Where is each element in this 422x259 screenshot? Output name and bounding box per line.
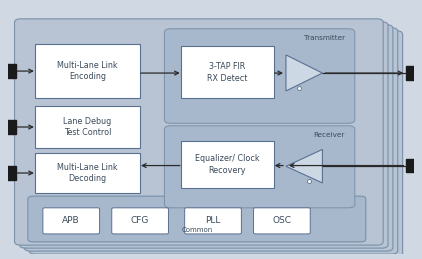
- Polygon shape: [286, 55, 322, 91]
- Text: APB: APB: [62, 216, 80, 225]
- FancyBboxPatch shape: [24, 25, 393, 251]
- FancyBboxPatch shape: [14, 19, 383, 245]
- FancyBboxPatch shape: [19, 22, 388, 248]
- Text: Equalizer/ Clock
Recovery: Equalizer/ Clock Recovery: [195, 154, 260, 175]
- FancyBboxPatch shape: [28, 196, 366, 242]
- Text: Multi-Lane Link
Decoding: Multi-Lane Link Decoding: [57, 163, 118, 183]
- FancyBboxPatch shape: [34, 31, 403, 257]
- Text: Transmitter: Transmitter: [303, 35, 345, 41]
- FancyBboxPatch shape: [29, 28, 398, 254]
- Polygon shape: [286, 149, 322, 183]
- Text: OSC: OSC: [272, 216, 292, 225]
- Text: Receiver: Receiver: [313, 132, 345, 138]
- Text: Multi-Lane Link
Encoding: Multi-Lane Link Encoding: [57, 61, 118, 82]
- FancyBboxPatch shape: [35, 106, 140, 148]
- FancyBboxPatch shape: [112, 208, 168, 234]
- FancyBboxPatch shape: [254, 208, 310, 234]
- Text: Lane Debug
Test Control: Lane Debug Test Control: [63, 117, 111, 138]
- Text: 3-TAP FIR
RX Detect: 3-TAP FIR RX Detect: [207, 62, 247, 83]
- Bar: [406, 159, 418, 172]
- Bar: [4, 120, 16, 134]
- FancyBboxPatch shape: [165, 29, 355, 123]
- Text: PLL: PLL: [206, 216, 221, 225]
- Bar: [4, 166, 16, 180]
- FancyBboxPatch shape: [185, 208, 241, 234]
- Text: CFG: CFG: [131, 216, 149, 225]
- Text: Common: Common: [181, 227, 212, 233]
- FancyBboxPatch shape: [181, 46, 274, 98]
- Bar: [4, 64, 16, 78]
- Bar: [406, 66, 418, 80]
- FancyBboxPatch shape: [35, 153, 140, 193]
- FancyBboxPatch shape: [43, 208, 100, 234]
- FancyBboxPatch shape: [181, 141, 274, 188]
- FancyBboxPatch shape: [35, 44, 140, 98]
- FancyBboxPatch shape: [165, 126, 355, 208]
